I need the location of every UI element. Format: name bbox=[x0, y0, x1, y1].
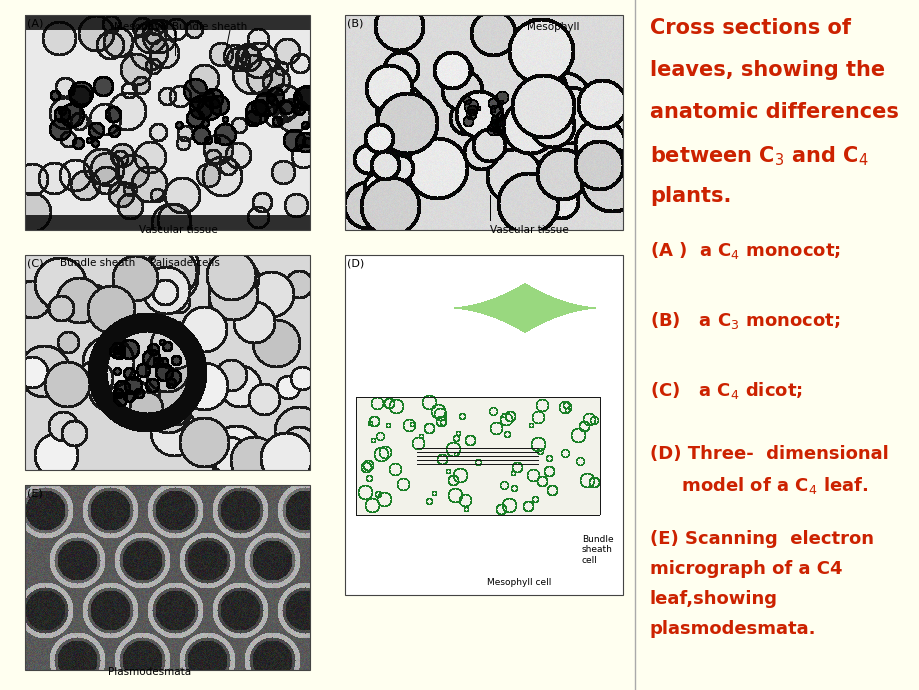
Text: Vascular tissue: Vascular tissue bbox=[490, 225, 568, 235]
Text: Palisade cells: Palisade cells bbox=[150, 258, 220, 268]
Text: (B)   a C$_3$ monocot;: (B) a C$_3$ monocot; bbox=[650, 310, 840, 331]
Text: between C$_3$ and C$_4$: between C$_3$ and C$_4$ bbox=[650, 144, 868, 168]
Text: leaves, showing the: leaves, showing the bbox=[650, 60, 884, 80]
Text: Cross sections of: Cross sections of bbox=[650, 18, 850, 38]
Text: Bundle
sheath
cell: Bundle sheath cell bbox=[582, 535, 613, 565]
Bar bbox=[25, 255, 310, 470]
Text: Bundle sheath: Bundle sheath bbox=[172, 22, 247, 32]
Bar bbox=[345, 15, 622, 230]
Text: (C)   a C$_4$ dicot;: (C) a C$_4$ dicot; bbox=[650, 380, 802, 401]
Text: (D): (D) bbox=[346, 258, 364, 268]
Bar bbox=[25, 485, 310, 670]
Text: (B): (B) bbox=[346, 18, 363, 28]
Text: micrograph of a C4: micrograph of a C4 bbox=[650, 560, 842, 578]
Text: Bundle sheath: Bundle sheath bbox=[60, 258, 135, 268]
Text: Vascular tissue: Vascular tissue bbox=[139, 225, 217, 235]
Text: leaf,showing: leaf,showing bbox=[650, 590, 777, 608]
Bar bbox=[345, 255, 622, 595]
Text: (A): (A) bbox=[27, 18, 43, 28]
Text: plants.: plants. bbox=[650, 186, 731, 206]
Text: anatomic differences: anatomic differences bbox=[650, 102, 898, 122]
Text: Mesophyll: Mesophyll bbox=[527, 22, 579, 32]
Text: (E): (E) bbox=[27, 488, 42, 498]
Text: (A )  a C$_4$ monocot;: (A ) a C$_4$ monocot; bbox=[650, 240, 840, 261]
Text: Plasmodesmata: Plasmodesmata bbox=[108, 667, 191, 677]
Text: plasmodesmata.: plasmodesmata. bbox=[650, 620, 816, 638]
Bar bbox=[25, 15, 310, 230]
Text: model of a C$_4$ leaf.: model of a C$_4$ leaf. bbox=[650, 475, 868, 496]
Text: Mesophyll cell: Mesophyll cell bbox=[486, 578, 550, 587]
Text: Mesophyll: Mesophyll bbox=[114, 22, 166, 32]
Text: (D) Three-  dimensional: (D) Three- dimensional bbox=[650, 445, 888, 463]
Text: (C): (C) bbox=[27, 258, 43, 268]
Text: (E) Scanning  electron: (E) Scanning electron bbox=[650, 530, 873, 548]
